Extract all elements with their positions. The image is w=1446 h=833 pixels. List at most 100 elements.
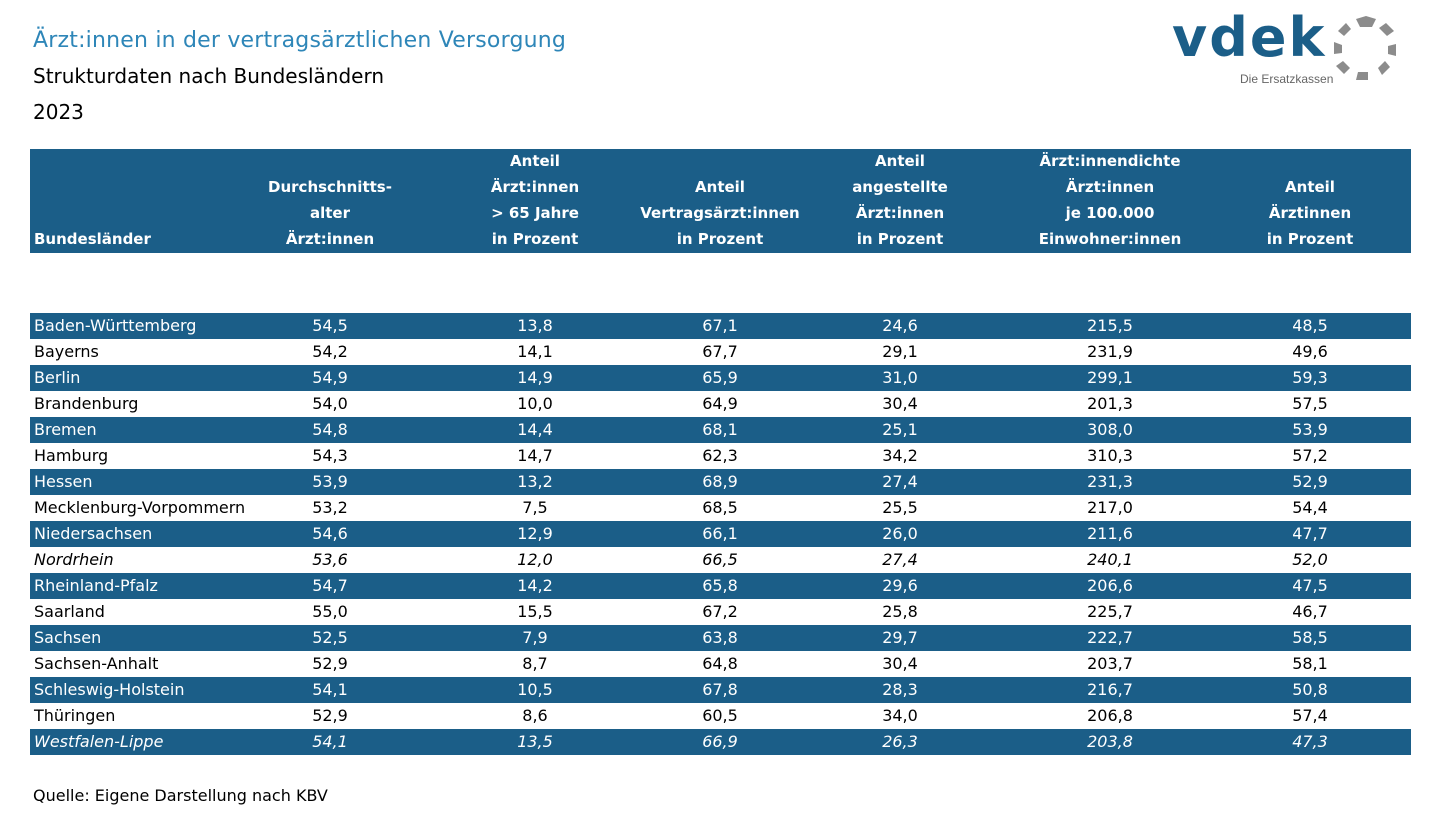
- value-cell: 62,3: [702, 446, 738, 465]
- value-cell: 216,7: [1087, 680, 1133, 699]
- header-line: Ärzt:innen: [855, 204, 945, 222]
- table-header: Bundesländer Durchschnitts-alter Ärzt:inn…: [30, 149, 1411, 253]
- table-row: Schleswig-Holstein 54,1 10,5 67,8 28,3 216,7 5…: [30, 677, 1411, 703]
- state-name-cell: Baden-Württemberg: [34, 316, 197, 335]
- value-cell: 203,8: [1087, 732, 1133, 751]
- value-cell: 54,1: [312, 680, 348, 699]
- value-cell: 29,7: [882, 628, 918, 647]
- value-cell: 52,9: [312, 706, 348, 725]
- header-spacer: [30, 253, 1411, 313]
- state-name-cell: Rheinland-Pfalz: [34, 576, 158, 595]
- value-cell: 53,9: [312, 472, 348, 491]
- header-aerztedichte: Ärzt:innendichte Ärzt:innen je 100.000 Einw…: [1010, 148, 1210, 252]
- header-line: Ärzt:innen: [1065, 178, 1155, 196]
- value-cell: 68,5: [702, 498, 738, 517]
- value-cell: 31,0: [882, 368, 918, 387]
- value-cell: 67,7: [702, 342, 738, 361]
- header-line: Vertragsärzt:innen: [640, 204, 800, 222]
- header-line: in Prozent: [491, 230, 579, 248]
- value-cell: 299,1: [1087, 368, 1133, 387]
- value-cell: 54,0: [312, 394, 348, 413]
- value-cell: 14,1: [517, 342, 553, 361]
- state-name-cell: Sachsen: [34, 628, 102, 647]
- state-name-cell: Niedersachsen: [34, 524, 153, 543]
- value-cell: 58,5: [1292, 628, 1328, 647]
- header-line: in Prozent: [856, 230, 944, 248]
- value-cell: 222,7: [1087, 628, 1133, 647]
- value-cell: 10,0: [517, 394, 553, 413]
- value-cell: 30,4: [882, 394, 918, 413]
- value-cell: 27,4: [882, 550, 918, 569]
- state-name-cell: Westfalen-Lippe: [34, 732, 164, 751]
- value-cell: 7,5: [522, 498, 548, 517]
- value-cell: 30,4: [882, 654, 918, 673]
- logo-tagline: Die Ersatzkassen: [1240, 72, 1334, 86]
- value-cell: 8,6: [522, 706, 548, 725]
- value-cell: 211,6: [1087, 524, 1133, 543]
- header-line: Durchschnitts-: [268, 178, 392, 196]
- value-cell: 231,3: [1087, 472, 1133, 491]
- value-cell: 47,5: [1292, 576, 1328, 595]
- table-row: Sachsen 52,5 7,9 63,8 29,7 222,7 58,5: [30, 625, 1411, 651]
- value-cell: 57,2: [1292, 446, 1328, 465]
- header-durchschnittsalter: Durchschnitts-alter Ärzt:innen: [260, 174, 400, 252]
- table-row: Nordrhein 53,6 12,0 66,5 27,4 240,1 52,0: [30, 547, 1411, 573]
- state-name-cell: Brandenburg: [34, 394, 139, 413]
- header-line: > 65 Jahre: [491, 204, 579, 222]
- value-cell: 240,1: [1087, 550, 1133, 569]
- value-cell: 25,8: [882, 602, 918, 621]
- value-cell: 231,9: [1087, 342, 1133, 361]
- table-row: Bayerns 54,2 14,1 67,7 29,1 231,9 49,6: [30, 339, 1411, 365]
- value-cell: 47,7: [1292, 524, 1328, 543]
- value-cell: 34,2: [882, 446, 918, 465]
- value-cell: 66,1: [702, 524, 738, 543]
- value-cell: 26,0: [882, 524, 918, 543]
- value-cell: 206,6: [1087, 576, 1133, 595]
- state-name-cell: Mecklenburg-Vorpommern: [34, 498, 246, 517]
- value-cell: 67,8: [702, 680, 738, 699]
- page-title: Ärzt:innen in der vertragsärztlichen Ver…: [33, 28, 567, 53]
- value-cell: 53,9: [1292, 420, 1328, 439]
- value-cell: 54,9: [312, 368, 348, 387]
- state-name-cell: Saarland: [34, 602, 105, 621]
- vdek-logo: vdek Die Ersatzkassen: [1172, 6, 1412, 90]
- value-cell: 25,5: [882, 498, 918, 517]
- state-name-cell: Sachsen-Anhalt: [34, 654, 159, 673]
- value-cell: 206,8: [1087, 706, 1133, 725]
- value-cell: 65,9: [702, 368, 738, 387]
- header-line: alter: [309, 204, 350, 222]
- header-anteil-angestellte: Anteil angestellte Ärzt:innen in Prozent: [820, 148, 980, 252]
- value-cell: 14,4: [517, 420, 553, 439]
- value-cell: 25,1: [882, 420, 918, 439]
- value-cell: 65,8: [702, 576, 738, 595]
- value-cell: 68,9: [702, 472, 738, 491]
- year-label: 2023: [33, 100, 84, 124]
- table-row: Bremen 54,8 14,4 68,1 25,1 308,0 53,9: [30, 417, 1411, 443]
- value-cell: 27,4: [882, 472, 918, 491]
- value-cell: 52,0: [1292, 550, 1328, 569]
- value-cell: 54,7: [312, 576, 348, 595]
- value-cell: 54,2: [312, 342, 348, 361]
- value-cell: 58,1: [1292, 654, 1328, 673]
- value-cell: 13,2: [517, 472, 553, 491]
- value-cell: 54,6: [312, 524, 348, 543]
- value-cell: 15,5: [517, 602, 553, 621]
- header-line: angestellte: [852, 178, 948, 196]
- value-cell: 308,0: [1087, 420, 1133, 439]
- header-line: Einwohner:innen: [1038, 230, 1182, 248]
- value-cell: 34,0: [882, 706, 918, 725]
- value-cell: 67,2: [702, 602, 738, 621]
- value-cell: 54,4: [1292, 498, 1328, 517]
- value-cell: 52,9: [312, 654, 348, 673]
- table-row: Hamburg 54,3 14,7 62,3 34,2 310,3 57,2: [30, 443, 1411, 469]
- value-cell: 54,3: [312, 446, 348, 465]
- data-table: Bundesländer Durchschnitts-alter Ärzt:inn…: [30, 149, 1411, 755]
- header-line: Anteil: [695, 178, 745, 196]
- value-cell: 53,2: [312, 498, 348, 517]
- value-cell: 29,1: [882, 342, 918, 361]
- value-cell: 55,0: [312, 602, 348, 621]
- value-cell: 52,5: [312, 628, 348, 647]
- table-row: Berlin 54,9 14,9 65,9 31,0 299,1 59,3: [30, 365, 1411, 391]
- value-cell: 12,9: [517, 524, 553, 543]
- value-cell: 14,9: [517, 368, 553, 387]
